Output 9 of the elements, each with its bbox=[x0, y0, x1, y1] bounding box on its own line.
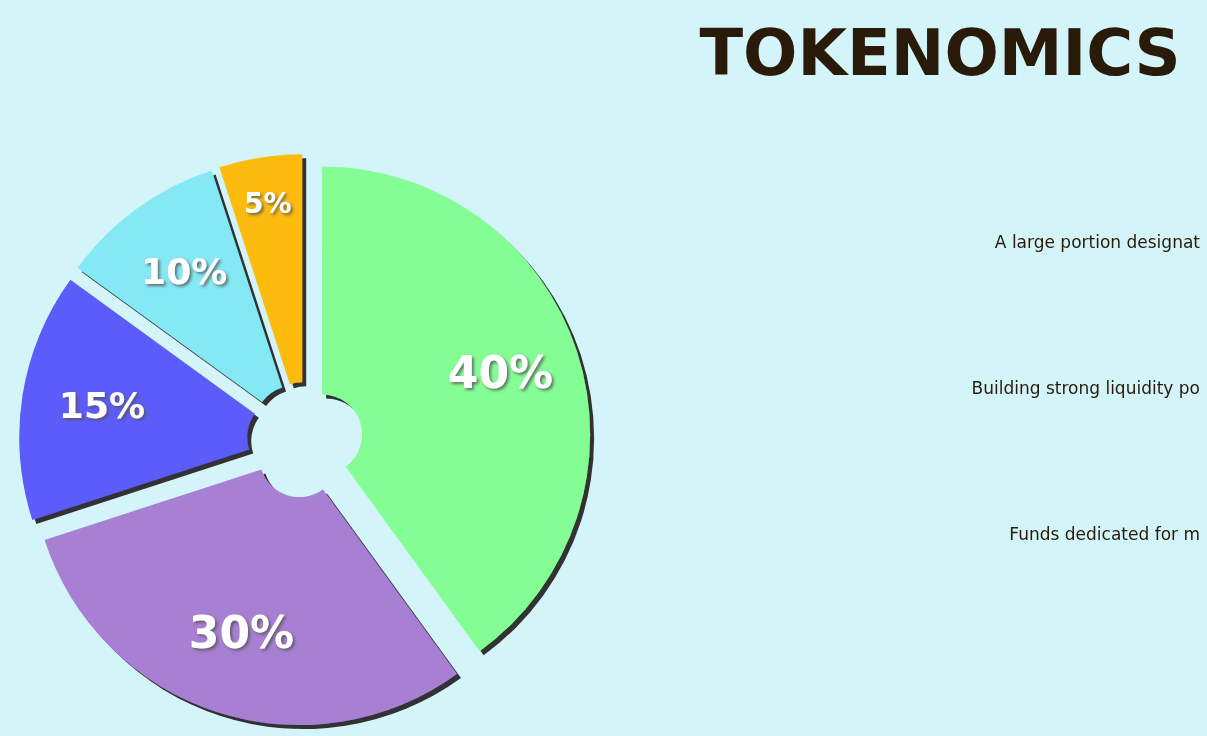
data-label: 15% bbox=[58, 384, 146, 426]
data-label: 5% bbox=[244, 187, 292, 221]
text: Funds dedicated for m bbox=[1009, 524, 1200, 544]
data-label: 30% bbox=[188, 606, 295, 658]
text: A large portion designat bbox=[994, 232, 1201, 252]
text: TOKENOMICS bbox=[699, 16, 1181, 90]
text: Building strong liquidity po bbox=[971, 378, 1200, 398]
data-label: 40% bbox=[447, 347, 554, 399]
data-label: 10% bbox=[141, 250, 228, 292]
